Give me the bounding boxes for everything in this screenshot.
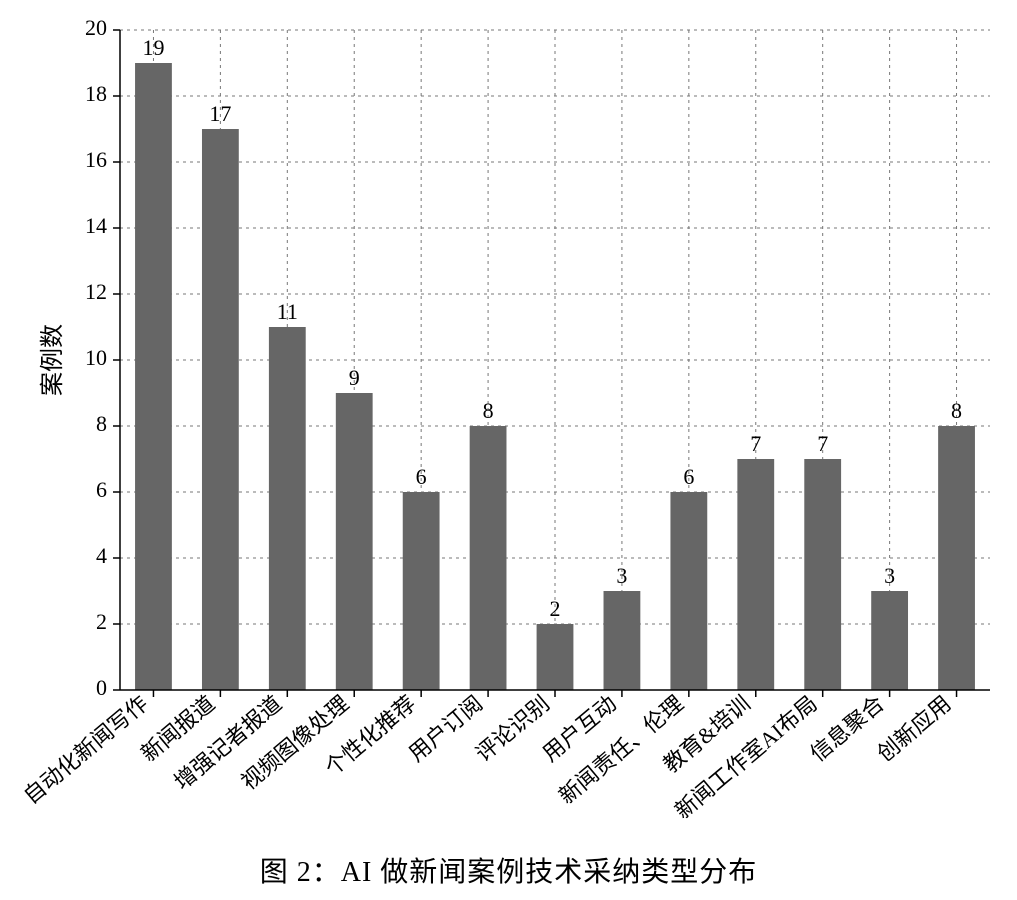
bar-value-label: 3 xyxy=(616,563,627,588)
bar xyxy=(470,426,507,690)
bar xyxy=(670,492,707,690)
bar xyxy=(269,327,306,690)
bar-value-label: 6 xyxy=(416,464,427,489)
bar-value-label: 3 xyxy=(884,563,895,588)
bar-value-label: 6 xyxy=(683,464,694,489)
y-axis-tick-label: 6 xyxy=(96,477,107,502)
bar-chart: 19自动化新闻写作17新闻报道11增强记者报道9视频图像处理6个性化推荐8用户订… xyxy=(0,0,1017,900)
bar-value-label: 8 xyxy=(483,398,494,423)
bar-value-label: 17 xyxy=(209,101,231,126)
bar xyxy=(737,459,774,690)
y-axis-title: 案例数 xyxy=(39,324,66,396)
y-axis-tick-label: 4 xyxy=(96,543,107,568)
y-axis-tick-label: 8 xyxy=(96,411,107,436)
chart-container: 19自动化新闻写作17新闻报道11增强记者报道9视频图像处理6个性化推荐8用户订… xyxy=(0,0,1017,900)
y-axis-tick-label: 16 xyxy=(85,147,107,172)
bar xyxy=(336,393,373,690)
bar xyxy=(871,591,908,690)
figure-caption: 图 2：AI 做新闻案例技术采纳类型分布 xyxy=(0,850,1017,890)
y-axis-tick-label: 10 xyxy=(85,345,107,370)
bar xyxy=(804,459,841,690)
bar xyxy=(604,591,641,690)
bar xyxy=(938,426,975,690)
bar xyxy=(202,129,239,690)
bar xyxy=(537,624,574,690)
bar-value-label: 7 xyxy=(750,431,761,456)
y-axis-tick-label: 18 xyxy=(85,81,107,106)
bar xyxy=(403,492,440,690)
bar-value-label: 2 xyxy=(550,596,561,621)
bar xyxy=(135,63,172,690)
bar-value-label: 11 xyxy=(277,299,298,324)
y-axis-tick-label: 0 xyxy=(96,675,107,700)
bar-value-label: 19 xyxy=(142,35,164,60)
bar-value-label: 9 xyxy=(349,365,360,390)
y-axis-tick-label: 12 xyxy=(85,279,107,304)
y-axis-tick-label: 2 xyxy=(96,609,107,634)
y-axis-tick-label: 20 xyxy=(85,15,107,40)
bar-value-label: 8 xyxy=(951,398,962,423)
bar-value-label: 7 xyxy=(817,431,828,456)
y-axis-tick-label: 14 xyxy=(85,213,107,238)
